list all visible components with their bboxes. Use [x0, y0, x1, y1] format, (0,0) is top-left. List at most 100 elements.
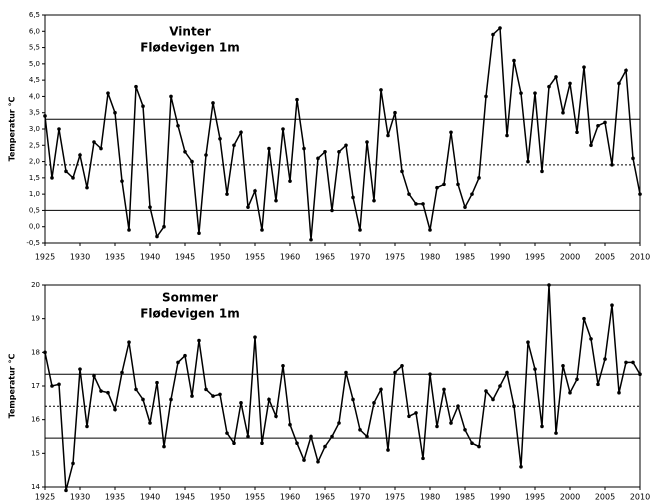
marker [246, 205, 250, 209]
y-tick-label: 18 [31, 348, 40, 356]
marker [330, 208, 334, 213]
marker [638, 372, 642, 377]
x-tick-label: 1950 [210, 253, 230, 262]
marker [505, 133, 509, 138]
x-tick-label: 1950 [210, 493, 230, 502]
marker [204, 153, 208, 157]
marker [106, 91, 110, 95]
x-tick-label: 1955 [245, 253, 265, 262]
x-tick-label: 1930 [70, 253, 90, 262]
marker [50, 384, 54, 388]
marker [463, 205, 467, 209]
marker [582, 316, 586, 321]
marker [113, 407, 117, 412]
marker [225, 192, 229, 196]
line [44, 284, 641, 491]
y-axis-label: Temperatur °C [8, 96, 17, 161]
marker [260, 228, 264, 232]
chart-title: Sommer [162, 291, 218, 305]
marker [554, 75, 558, 79]
x-tick-label: 2005 [595, 253, 615, 262]
line [44, 26, 641, 240]
marker [414, 411, 418, 415]
marker [246, 434, 250, 439]
marker [449, 130, 453, 135]
marker [414, 202, 418, 206]
marker [78, 367, 82, 371]
marker [323, 444, 327, 449]
chart-subtitle: Flødevigen 1m [140, 41, 240, 55]
marker [127, 228, 131, 232]
marker [561, 110, 565, 115]
x-tick-label: 1940 [140, 253, 160, 262]
marker [211, 101, 215, 105]
marker [267, 146, 271, 151]
marker [120, 370, 124, 375]
x-tick-label: 1925 [35, 493, 55, 502]
marker [407, 192, 411, 196]
y-tick-label: 2,0 [29, 158, 40, 166]
marker [64, 488, 68, 493]
y-tick-label: 17 [31, 382, 40, 390]
x-tick-label: 1925 [35, 253, 55, 262]
marker [421, 202, 425, 206]
marker [218, 136, 222, 141]
x-tick-label: 1985 [455, 493, 475, 502]
marker [603, 357, 607, 361]
x-tick-label: 1990 [490, 253, 510, 262]
x-tick-label: 1935 [105, 253, 125, 262]
y-tick-label: 1,5 [29, 174, 40, 182]
marker [302, 458, 306, 462]
marker [57, 382, 61, 387]
marker [127, 340, 131, 345]
marker [309, 434, 313, 439]
marker [589, 143, 593, 148]
marker [421, 456, 425, 461]
marker [190, 159, 194, 164]
marker [617, 81, 621, 86]
y-tick-label: 16 [31, 416, 40, 424]
marker [232, 441, 236, 446]
marker [106, 390, 110, 395]
marker [344, 143, 348, 148]
marker [533, 367, 537, 371]
marker [365, 434, 369, 439]
y-tick-label: 0,5 [29, 206, 40, 214]
marker [568, 81, 572, 86]
marker [134, 84, 138, 89]
marker [631, 360, 635, 365]
marker [610, 163, 614, 167]
marker [78, 153, 82, 157]
marker [526, 340, 530, 345]
marker [176, 123, 180, 128]
marker [442, 387, 446, 392]
marker [498, 384, 502, 388]
y-tick-label: 15 [31, 449, 40, 457]
marker [295, 441, 299, 446]
marker [386, 133, 390, 138]
marker [456, 404, 460, 409]
x-tick-label: 1990 [490, 493, 510, 502]
marker [533, 91, 537, 95]
marker [575, 130, 579, 135]
marker [274, 198, 278, 203]
marker [379, 387, 383, 392]
marker [449, 421, 453, 425]
y-tick-label: 2,5 [29, 141, 40, 149]
marker [141, 104, 145, 108]
marker [85, 424, 89, 429]
marker [260, 441, 264, 446]
y-axis-label: Temperatur °C [8, 353, 17, 418]
x-tick-label: 1970 [350, 493, 370, 502]
y-tick-label: 20 [31, 281, 40, 289]
marker [64, 169, 68, 174]
marker [540, 424, 544, 429]
marker [190, 394, 194, 398]
marker [624, 360, 628, 365]
marker [134, 387, 138, 392]
marker [323, 150, 327, 154]
marker [169, 94, 173, 99]
marker [400, 364, 404, 368]
marker [267, 397, 271, 402]
y-tick-label: -0,5 [26, 239, 40, 247]
